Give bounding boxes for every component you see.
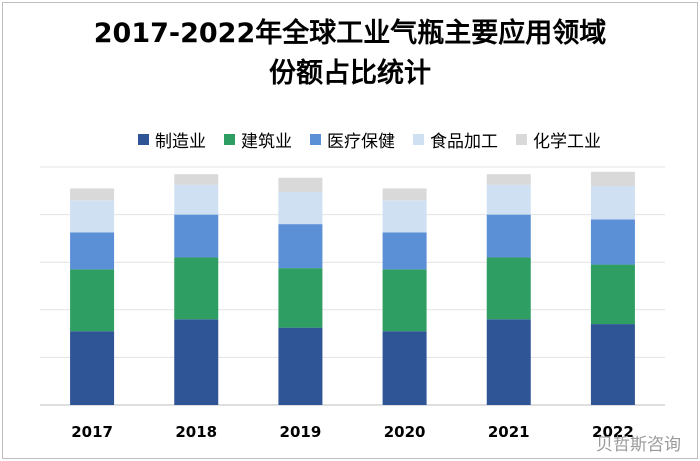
legend-item-0: 制造业: [138, 127, 206, 152]
bar-2020-series-1: [382, 269, 427, 332]
chart-title-line-2: 份额占比统计: [269, 58, 431, 89]
legend-swatch-4: [516, 133, 527, 145]
legend-item-4: 化学工业: [516, 127, 601, 152]
bar-2017-series-0: [70, 331, 115, 405]
bar-2017-series-2: [70, 232, 115, 270]
bar-2019-series-3: [278, 191, 323, 225]
bar-2017-series-1: [70, 269, 115, 332]
bar-2019-series-1: [278, 268, 323, 328]
x-tick-2022: 2022: [592, 423, 634, 441]
watermark-text: 贝哲斯咨询: [596, 435, 681, 455]
legend-label-1: 建筑业: [241, 131, 292, 152]
legend-item-2: 医疗保健: [310, 127, 395, 152]
bar-2018-series-3: [174, 184, 219, 215]
x-tick-labels: 2017 2018 2019 2020 2021 2022: [71, 423, 634, 441]
bar-2017-series-4: [70, 188, 115, 201]
legend-item-3: 食品加工: [413, 127, 498, 152]
legend-item-1: 建筑业: [224, 127, 292, 152]
bar-2017-series-3: [70, 200, 115, 233]
bar-2021-series-3: [486, 184, 531, 215]
bar-2018-series-2: [174, 214, 219, 258]
bar-2021-series-4: [486, 174, 531, 185]
bar-2019-series-0: [278, 327, 323, 405]
bar-2021-series-1: [486, 257, 531, 320]
bar-2018-series-0: [174, 319, 219, 405]
x-tick-2020: 2020: [384, 423, 426, 441]
chart-title: 2017-2022年全球工业气瓶主要应用领域 份额占比统计: [0, 14, 700, 94]
bar-2020-series-0: [382, 331, 427, 405]
legend-swatch-3: [413, 133, 424, 145]
bar-2018-series-1: [174, 257, 219, 320]
x-tick-2019: 2019: [280, 423, 322, 441]
bar-2019-series-2: [278, 224, 323, 269]
x-tick-2021: 2021: [488, 423, 530, 441]
legend: 制造业 建筑业 医疗保健 食品加工 化学工业: [138, 127, 619, 152]
x-tick-2018: 2018: [175, 423, 217, 441]
bar-2022-series-1: [590, 264, 635, 325]
bar-2019-series-4: [278, 177, 323, 192]
bar-2021-series-0: [486, 319, 531, 405]
bar-2022-series-2: [590, 219, 635, 265]
bar-2018-series-4: [174, 174, 219, 185]
legend-swatch-2: [310, 133, 321, 145]
gridlines: [40, 166, 665, 406]
bar-2020-series-2: [382, 232, 427, 270]
legend-swatch-1: [224, 133, 235, 145]
bar-2021-series-2: [486, 214, 531, 258]
legend-swatch-0: [138, 133, 149, 145]
legend-label-4: 化学工业: [533, 131, 601, 152]
x-tick-2017: 2017: [71, 423, 113, 441]
bar-2020-series-4: [382, 188, 427, 201]
legend-label-2: 医疗保健: [327, 131, 395, 152]
legend-label-0: 制造业: [155, 131, 206, 152]
chart-title-line-1: 2017-2022年全球工业气瓶主要应用领域: [93, 18, 607, 49]
bar-2022-series-4: [590, 171, 635, 187]
bar-2020-series-3: [382, 200, 427, 233]
bar-2022-series-0: [590, 324, 635, 405]
bar-2022-series-3: [590, 186, 635, 220]
bars: [70, 171, 635, 405]
legend-label-3: 食品加工: [430, 131, 498, 152]
